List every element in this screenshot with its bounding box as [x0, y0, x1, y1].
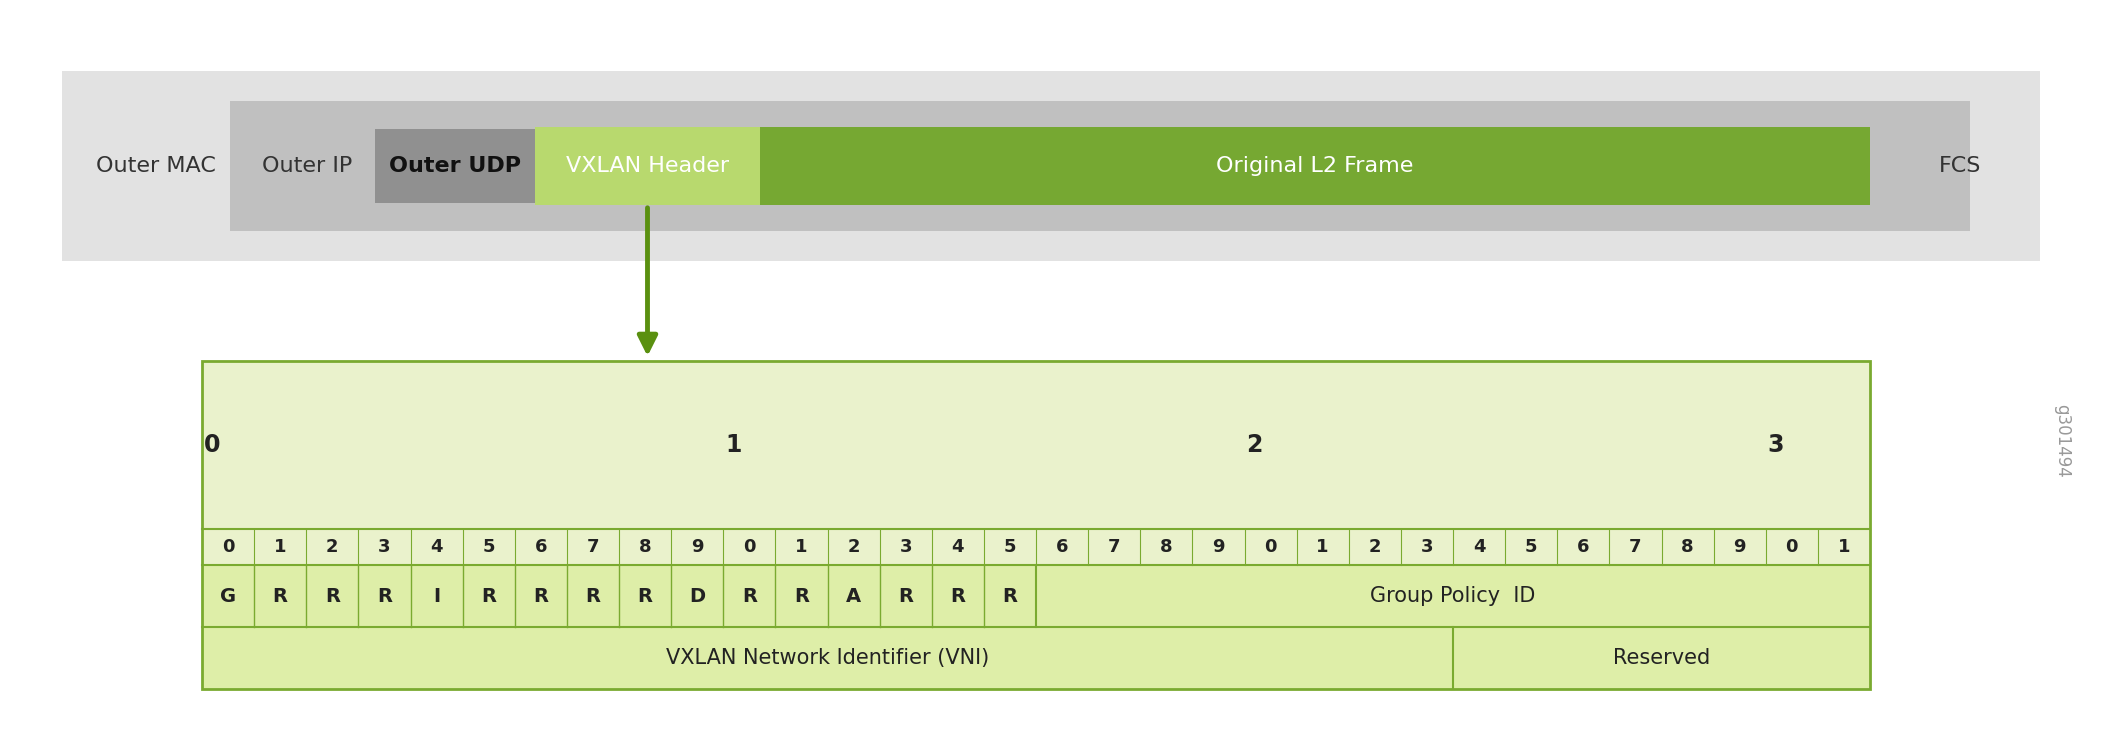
Text: Reserved: Reserved — [1614, 648, 1710, 668]
Text: I: I — [433, 587, 439, 605]
Text: VXLAN Header: VXLAN Header — [565, 156, 729, 176]
Text: 8: 8 — [1160, 538, 1172, 556]
Text: 4: 4 — [431, 538, 443, 556]
Text: 8: 8 — [1681, 538, 1693, 556]
Text: 2: 2 — [1246, 433, 1263, 457]
Text: 3: 3 — [1767, 433, 1784, 457]
Text: 2: 2 — [326, 538, 338, 556]
Text: 2: 2 — [847, 538, 859, 556]
Text: 6: 6 — [1057, 538, 1067, 556]
Bar — [202, 361, 1870, 689]
Text: R: R — [481, 587, 496, 605]
Text: 1: 1 — [794, 538, 807, 556]
Text: 9: 9 — [1733, 538, 1746, 556]
Text: 1: 1 — [1838, 538, 1851, 556]
Text: 0: 0 — [1265, 538, 1277, 556]
Text: 3: 3 — [378, 538, 391, 556]
Text: 5: 5 — [483, 538, 496, 556]
Bar — [63, 71, 2040, 261]
Text: R: R — [1002, 587, 1017, 605]
Text: R: R — [326, 587, 340, 605]
Text: 6: 6 — [1578, 538, 1590, 556]
Text: Outer MAC: Outer MAC — [97, 156, 216, 176]
Text: 9: 9 — [1212, 538, 1225, 556]
Text: 0: 0 — [223, 538, 235, 556]
Text: Group Policy  ID: Group Policy ID — [1370, 586, 1536, 606]
Text: R: R — [376, 587, 393, 605]
Text: 5: 5 — [1004, 538, 1017, 556]
Text: 0: 0 — [204, 433, 221, 457]
Bar — [202, 361, 1870, 689]
Text: 9: 9 — [691, 538, 704, 556]
Text: 3: 3 — [899, 538, 912, 556]
Text: G: G — [221, 587, 235, 605]
Text: 6: 6 — [534, 538, 546, 556]
Text: 0: 0 — [744, 538, 756, 556]
Text: 4: 4 — [1473, 538, 1485, 556]
Text: 1: 1 — [273, 538, 286, 556]
Text: g301494: g301494 — [2053, 404, 2072, 478]
Bar — [374, 129, 1870, 203]
Text: Outer IP: Outer IP — [263, 156, 353, 176]
Text: Outer UDP: Outer UDP — [389, 156, 521, 176]
Text: Original L2 Frame: Original L2 Frame — [1216, 156, 1414, 176]
Text: 5: 5 — [1525, 538, 1538, 556]
Text: 8: 8 — [639, 538, 651, 556]
Text: R: R — [899, 587, 914, 605]
Text: R: R — [794, 587, 809, 605]
Text: FCS: FCS — [1939, 156, 1981, 176]
Text: 2: 2 — [1368, 538, 1380, 556]
Text: 1: 1 — [1317, 538, 1330, 556]
Text: 3: 3 — [1420, 538, 1433, 556]
Text: R: R — [534, 587, 548, 605]
Text: 7: 7 — [586, 538, 599, 556]
Bar — [229, 101, 1971, 231]
Text: 1: 1 — [725, 433, 742, 457]
Text: R: R — [742, 587, 756, 605]
Bar — [202, 565, 1870, 689]
Text: 7: 7 — [1107, 538, 1120, 556]
Text: R: R — [273, 587, 288, 605]
Text: 0: 0 — [1786, 538, 1798, 556]
Text: 7: 7 — [1628, 538, 1641, 556]
Text: VXLAN Network Identifier (VNI): VXLAN Network Identifier (VNI) — [666, 648, 990, 668]
Text: R: R — [637, 587, 653, 605]
Bar — [536, 127, 761, 205]
Text: R: R — [586, 587, 601, 605]
Text: 4: 4 — [952, 538, 964, 556]
Text: R: R — [950, 587, 964, 605]
Bar — [761, 127, 1870, 205]
Text: A: A — [847, 587, 861, 605]
Text: D: D — [689, 587, 706, 605]
